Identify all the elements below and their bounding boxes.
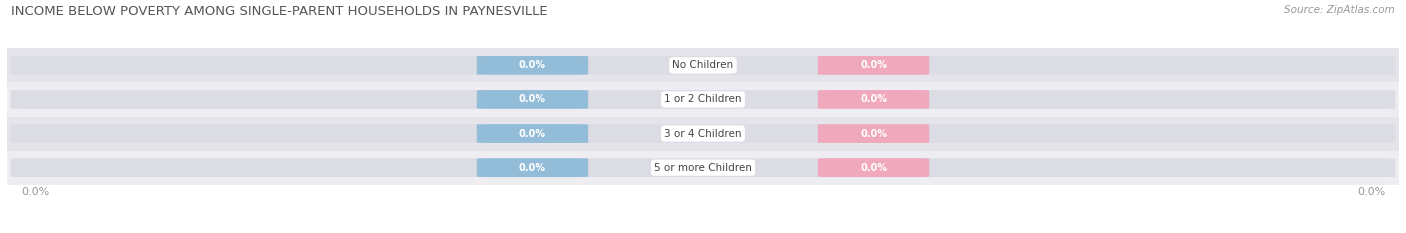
Text: 0.0%: 0.0% [860, 163, 887, 173]
Text: 0.0%: 0.0% [860, 129, 887, 139]
Text: 1 or 2 Children: 1 or 2 Children [664, 94, 742, 104]
Bar [7, 48, 1399, 82]
Text: Source: ZipAtlas.com: Source: ZipAtlas.com [1284, 5, 1395, 15]
FancyBboxPatch shape [818, 124, 929, 143]
Text: 0.0%: 0.0% [860, 94, 887, 104]
Text: 0.0%: 0.0% [519, 129, 546, 139]
FancyBboxPatch shape [818, 56, 929, 75]
Text: 0.0%: 0.0% [519, 94, 546, 104]
Text: INCOME BELOW POVERTY AMONG SINGLE-PARENT HOUSEHOLDS IN PAYNESVILLE: INCOME BELOW POVERTY AMONG SINGLE-PARENT… [11, 5, 548, 18]
Text: No Children: No Children [672, 60, 734, 70]
Bar [7, 82, 1399, 116]
FancyBboxPatch shape [818, 90, 929, 109]
Text: 3 or 4 Children: 3 or 4 Children [664, 129, 742, 139]
Text: 0.0%: 0.0% [519, 60, 546, 70]
FancyBboxPatch shape [477, 90, 588, 109]
Bar [7, 116, 1399, 151]
FancyBboxPatch shape [10, 158, 1396, 177]
Text: 0.0%: 0.0% [1357, 187, 1385, 197]
FancyBboxPatch shape [477, 56, 588, 75]
Text: 0.0%: 0.0% [21, 187, 49, 197]
FancyBboxPatch shape [10, 124, 1396, 143]
FancyBboxPatch shape [10, 90, 1396, 109]
FancyBboxPatch shape [10, 56, 1396, 75]
FancyBboxPatch shape [818, 158, 929, 177]
FancyBboxPatch shape [477, 158, 588, 177]
Bar [7, 151, 1399, 185]
FancyBboxPatch shape [477, 124, 588, 143]
Text: 0.0%: 0.0% [860, 60, 887, 70]
Text: 0.0%: 0.0% [519, 163, 546, 173]
Text: 5 or more Children: 5 or more Children [654, 163, 752, 173]
